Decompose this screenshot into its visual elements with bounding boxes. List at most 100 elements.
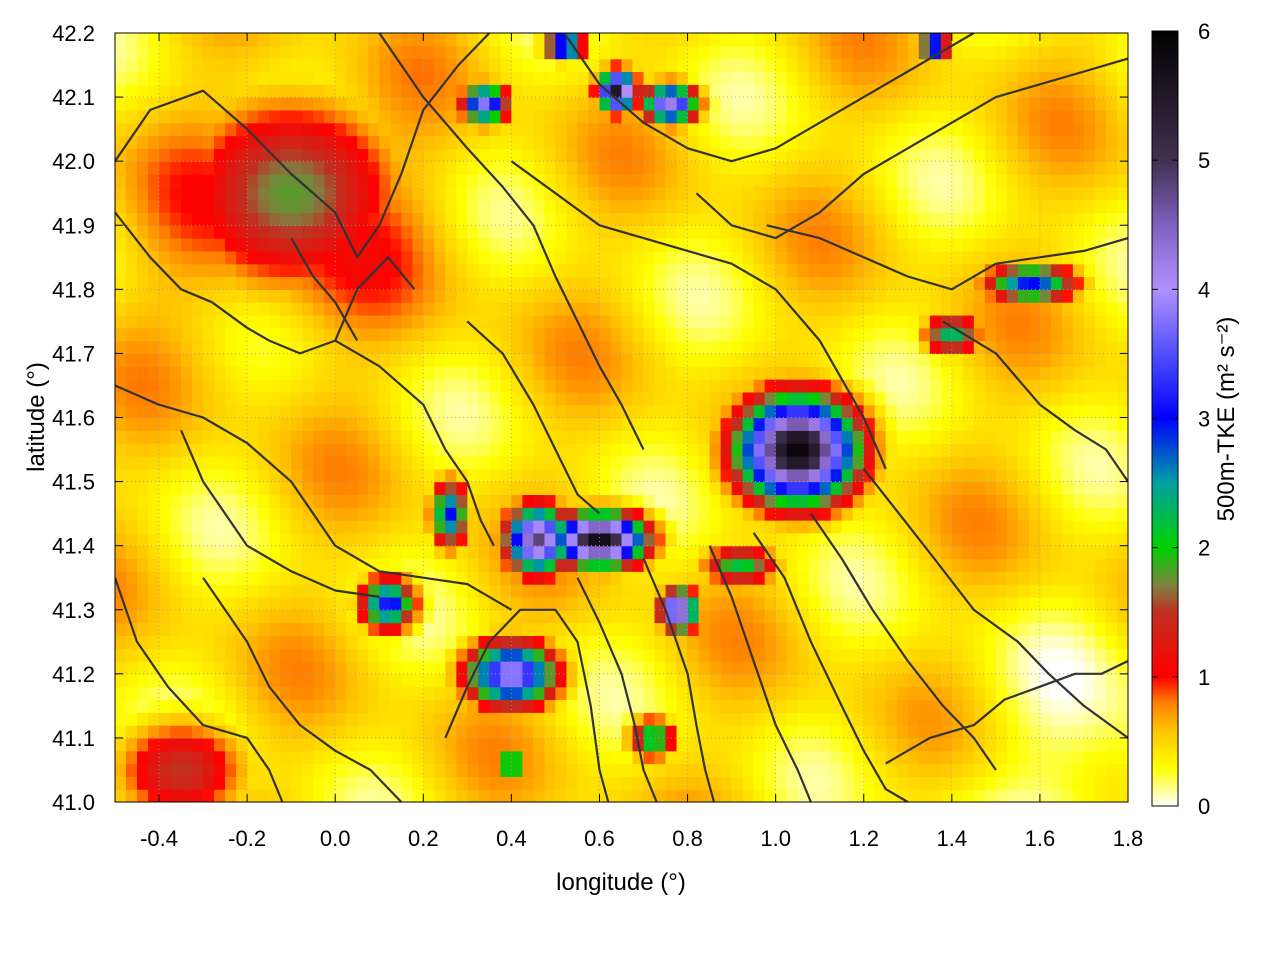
heatmap-cell [786,366,799,380]
heatmap-cell [654,366,667,380]
heatmap-cell [1094,558,1107,572]
heatmap-cell [819,545,832,560]
heatmap-cell [126,148,138,162]
heatmap-cell [577,302,590,316]
heatmap-cell [698,712,711,726]
heatmap-cell [467,391,479,406]
heatmap-cell [533,391,546,406]
heatmap-cell [907,276,920,290]
heatmap-cell [214,417,226,431]
heatmap-cell [984,353,997,367]
heatmap-cell [137,340,149,355]
heatmap-cell [445,455,457,470]
heatmap-cell [1105,545,1118,560]
heatmap-cell [115,366,127,380]
heatmap-cell [720,173,733,188]
heatmap-cell [115,468,127,483]
heatmap-cell [489,443,501,457]
heatmap-cell [137,250,149,265]
heatmap-cell [962,571,975,585]
heatmap-cell [489,661,501,675]
heatmap-cell [863,571,876,585]
heatmap-cell [203,404,215,419]
heatmap-cell [610,379,623,393]
heatmap-cell [511,699,523,713]
heatmap-cell [610,250,623,265]
heatmap-cell [533,725,546,739]
heatmap-cell [676,596,689,611]
heatmap-cell [907,238,920,252]
heatmap-cell [434,789,446,802]
heatmap-cell [1105,596,1118,611]
heatmap-cell [1083,584,1096,598]
heatmap-cell [698,635,711,649]
heatmap-cell [610,776,623,790]
heatmap-cell [1083,648,1096,662]
heatmap-cell [797,366,810,380]
heatmap-cell [632,725,645,739]
heatmap-cell [401,391,413,406]
heatmap-cell [357,725,369,739]
heatmap-cell [500,238,512,252]
heatmap-cell [335,404,347,419]
heatmap-cell [654,404,667,419]
heatmap-cell [698,135,711,149]
heatmap-cell [467,686,479,701]
heatmap-cell [665,340,678,355]
heatmap-cell [852,481,865,495]
heatmap-cell [555,379,568,393]
heatmap-cell [1028,520,1041,534]
heatmap-cell [874,404,887,419]
heatmap-cell [390,263,402,278]
heatmap-cell [434,609,446,624]
heatmap-cell [390,699,402,713]
heatmap-cell [621,327,634,342]
heatmap-cell [181,173,193,188]
heatmap-cell [434,545,446,560]
heatmap-cell [918,725,931,739]
heatmap-cell [1050,250,1063,265]
heatmap-cell [830,584,843,598]
heatmap-cell [346,109,358,124]
heatmap-cell [1105,481,1118,495]
heatmap-cell [192,148,204,162]
heatmap-cell [390,122,402,137]
heatmap-cell [588,417,601,431]
heatmap-cell [951,648,964,662]
heatmap-cell [709,340,722,355]
heatmap-cell [973,468,986,483]
heatmap-cell [401,776,413,790]
heatmap-cell [577,648,590,662]
heatmap-cell [599,558,612,572]
heatmap-cell [973,302,986,316]
heatmap-cell [357,699,369,713]
heatmap-cell [852,161,865,175]
heatmap-cell [412,212,424,226]
heatmap-cell [852,366,865,380]
heatmap-cell [412,750,424,765]
heatmap-cell [995,763,1008,777]
heatmap-cell [500,520,512,534]
heatmap-cell [390,250,402,265]
heatmap-cell [203,391,215,406]
heatmap-cell [566,750,579,765]
heatmap-cell [313,122,325,137]
heatmap-cell [1094,648,1107,662]
heatmap-cell [907,250,920,265]
heatmap-cell [995,314,1008,329]
heatmap-cell [357,391,369,406]
heatmap-cell [511,584,523,598]
heatmap-cell [1050,289,1063,303]
heatmap-cell [500,635,512,649]
heatmap-cell [379,622,391,636]
heatmap-cell [566,609,579,624]
heatmap-cell [819,417,832,431]
heatmap-cell [1116,250,1128,265]
heatmap-cell [247,263,259,278]
heatmap-cell [896,520,909,534]
heatmap-cell [610,571,623,585]
heatmap-cell [940,404,953,419]
heatmap-cell [698,699,711,713]
heatmap-cell [808,353,821,367]
heatmap-cell [137,609,149,624]
